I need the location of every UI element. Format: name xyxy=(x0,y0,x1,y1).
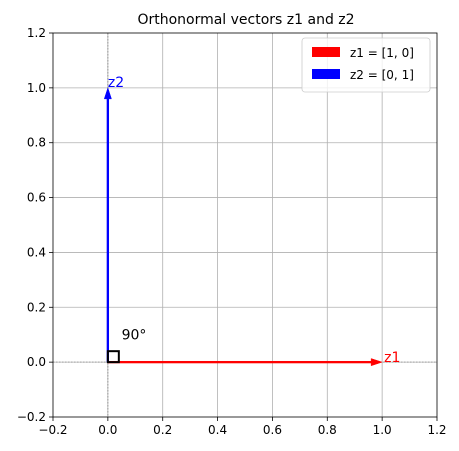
x-tick-label-1: 0.0 xyxy=(98,423,117,437)
x-tick-label-6: 1.0 xyxy=(373,423,392,437)
x-tick-label-0: −0.2 xyxy=(38,423,67,437)
y-tick-label-6: 1.0 xyxy=(27,81,46,95)
chart-title: Orthonormal vectors z1 and z2 xyxy=(137,12,354,28)
vector-label-z2: z2 xyxy=(108,75,124,91)
legend-swatch-z1 xyxy=(312,47,340,57)
x-tick-label-3: 0.4 xyxy=(208,423,227,437)
y-tick-label-3: 0.4 xyxy=(27,245,46,259)
x-tick-label-2: 0.2 xyxy=(153,423,172,437)
x-tick-label-5: 0.8 xyxy=(318,423,337,437)
legend-label-z1: z1 = [1, 0] xyxy=(350,46,414,60)
y-tick-label-1: 0.0 xyxy=(27,355,46,369)
legend: z1 = [1, 0] z2 = [0, 1] xyxy=(301,37,431,93)
marks-layer: z1 z2 90° xyxy=(103,75,400,367)
plot-frame xyxy=(52,32,438,418)
legend-swatch-z2 xyxy=(312,69,340,79)
y-tick-label-4: 0.6 xyxy=(27,191,46,205)
x-tick-label-4: 0.6 xyxy=(263,423,282,437)
vector-z1 xyxy=(107,358,383,367)
y-tick-label-7: 1.2 xyxy=(27,26,46,40)
y-tick-label-2: 0.2 xyxy=(27,300,46,314)
right-angle-marker xyxy=(106,350,120,364)
vector-label-z1: z1 xyxy=(384,350,400,366)
legend-label-z2: z2 = [0, 1] xyxy=(350,68,414,82)
ticks-layer: −0.2 0.0 0.2 0.4 0.6 0.8 1.0 1.2 −0.2 0.0 0.2 0.4 0.… xyxy=(17,26,447,437)
x-tick-label-7: 1.2 xyxy=(427,423,446,437)
y-tick-label-5: 0.8 xyxy=(27,136,46,150)
vector-z2 xyxy=(103,87,112,363)
y-tick-label-0: −0.2 xyxy=(17,410,46,424)
axes-layer xyxy=(52,32,438,418)
angle-label: 90° xyxy=(122,328,147,344)
